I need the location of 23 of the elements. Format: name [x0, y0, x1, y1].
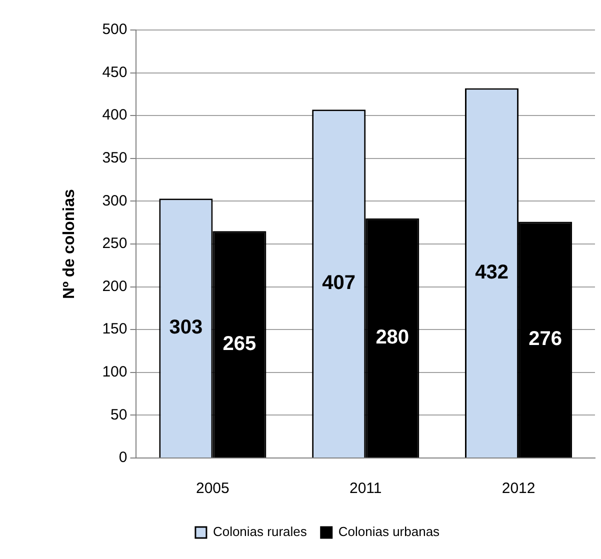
y-tick-label: 100 — [102, 364, 128, 381]
legend-label: Colonias rurales — [212, 524, 308, 540]
y-tick-label: 250 — [102, 235, 128, 252]
y-tick-label: 300 — [102, 192, 128, 210]
x-tick-label: 2011 — [349, 480, 382, 498]
y-tick-label: 450 — [102, 64, 128, 81]
y-axis-title: Nº de colonias — [61, 188, 78, 299]
data-label: 265 — [222, 332, 256, 355]
y-tick-label: 150 — [102, 320, 128, 338]
y-tick-label: 350 — [102, 150, 128, 167]
data-label: 280 — [376, 326, 410, 348]
y-tick-label: 200 — [102, 278, 128, 295]
y-tick-label: 500 — [102, 21, 128, 38]
legend-label: Colonias urbanas — [338, 524, 440, 540]
data-label: 303 — [169, 316, 203, 339]
data-label: 276 — [528, 328, 562, 350]
x-tick-label: 2005 — [196, 480, 230, 498]
y-tick-label: 50 — [110, 406, 128, 424]
y-tick-label: 400 — [102, 106, 128, 124]
y-tick-label: 0 — [118, 449, 128, 466]
data-label: 407 — [322, 272, 356, 294]
data-label: 432 — [475, 261, 508, 284]
x-tick-label: 2012 — [502, 480, 536, 498]
